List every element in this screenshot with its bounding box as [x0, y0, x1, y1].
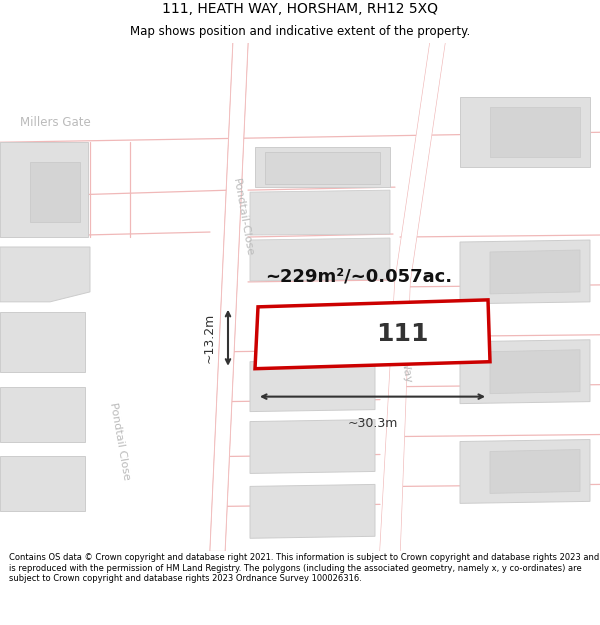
- Text: Pondtail Close: Pondtail Close: [108, 402, 132, 481]
- Polygon shape: [210, 42, 248, 551]
- Polygon shape: [490, 449, 580, 493]
- Text: Contains OS data © Crown copyright and database right 2021. This information is : Contains OS data © Crown copyright and d…: [9, 554, 599, 583]
- Polygon shape: [250, 190, 390, 235]
- Text: Millers Gate: Millers Gate: [20, 116, 91, 129]
- Polygon shape: [250, 484, 375, 538]
- Polygon shape: [255, 300, 490, 369]
- Polygon shape: [460, 340, 590, 404]
- Polygon shape: [250, 238, 390, 281]
- Polygon shape: [460, 240, 590, 304]
- Text: Heath Way: Heath Way: [393, 321, 413, 382]
- Text: Pondtail-Close: Pondtail-Close: [231, 177, 255, 257]
- Polygon shape: [490, 350, 580, 394]
- Text: ~229m²/~0.057ac.: ~229m²/~0.057ac.: [265, 268, 452, 286]
- Polygon shape: [0, 387, 85, 441]
- Polygon shape: [250, 360, 375, 412]
- Text: ~13.2m: ~13.2m: [203, 312, 216, 363]
- Polygon shape: [0, 312, 85, 372]
- Polygon shape: [0, 142, 88, 237]
- Polygon shape: [0, 247, 90, 302]
- Text: 111: 111: [377, 322, 429, 346]
- Polygon shape: [250, 419, 375, 474]
- Polygon shape: [460, 439, 590, 503]
- Polygon shape: [380, 282, 410, 551]
- Text: Map shows position and indicative extent of the property.: Map shows position and indicative extent…: [130, 26, 470, 38]
- Polygon shape: [490, 107, 580, 158]
- Polygon shape: [30, 162, 80, 222]
- Polygon shape: [0, 456, 85, 511]
- Text: 111, HEATH WAY, HORSHAM, RH12 5XQ: 111, HEATH WAY, HORSHAM, RH12 5XQ: [162, 2, 438, 16]
- Polygon shape: [395, 42, 445, 282]
- Text: ~30.3m: ~30.3m: [347, 417, 398, 429]
- Polygon shape: [265, 152, 380, 184]
- Polygon shape: [490, 250, 580, 294]
- Polygon shape: [255, 148, 390, 187]
- Polygon shape: [460, 98, 590, 168]
